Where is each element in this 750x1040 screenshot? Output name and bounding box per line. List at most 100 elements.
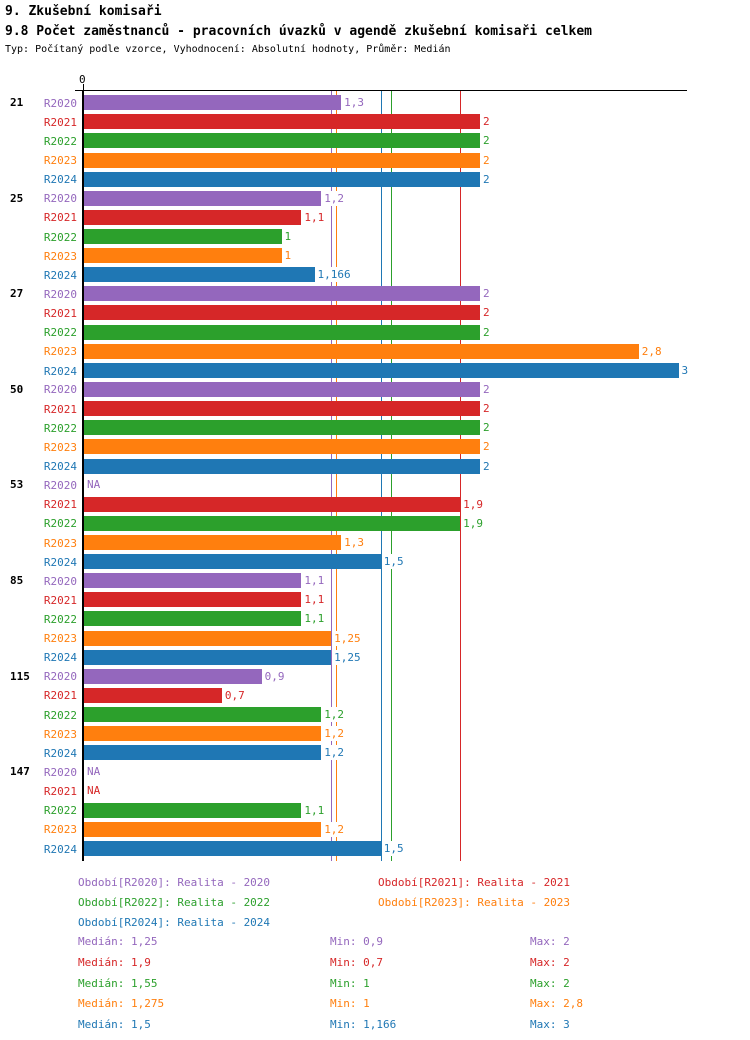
bar-R2022 [84,324,480,340]
bar-R2022 [84,229,282,244]
series-tick-label-R2021: R2021 [43,689,77,703]
series-tick-label-R2024: R2024 [43,173,77,187]
series-tick-label-R2023: R2023 [43,154,77,168]
series-tick-label-R2022: R2022 [43,134,77,148]
series-tick-label-R2020: R2020 [43,478,77,492]
bar-R2022 [84,420,480,436]
legend-item-R2022: Období[R2022]: Realita - 2022 [78,896,271,909]
series-tick-label-R2024: R2024 [43,746,77,760]
bar-value-label: 1,2 [324,726,346,742]
bar-value-label: 1,3 [344,535,365,550]
series-tick-label-R2022: R2022 [43,804,77,818]
series-tick-label-R2022: R2022 [43,326,77,340]
stat-median-R2024: Medián: 1,5 [78,1018,151,1032]
bar-value-label: 1,2 [324,190,346,206]
bar-R2022 [84,611,302,627]
median-line-R2023 [336,90,338,861]
bar-value-label: 2 [483,114,491,130]
chart-meta: Typ: Počítaný podle vzorce, Vyhodnocení:… [5,44,451,55]
group-label: 53 [10,478,24,492]
legend-item-R2023: Období[R2023]: Realita - 2023 [378,896,571,909]
group-label: 115 [10,669,30,683]
x-axis-zero-tick [83,84,84,90]
series-tick-label-R2024: R2024 [43,460,77,474]
bar-R2020 [84,573,302,588]
series-tick-label-R2023: R2023 [43,345,77,359]
group-label: 27 [10,287,24,301]
bar-R2022 [84,802,302,818]
group-label: 147 [10,765,30,779]
series-tick-label-R2023: R2023 [43,632,77,646]
bar-value-label: 2 [483,324,491,340]
series-tick-label-R2023: R2023 [43,727,77,741]
group-label: 25 [10,191,24,205]
bar-R2023 [84,726,322,742]
bar-value-label: 1,5 [383,554,405,570]
x-axis-line [75,90,687,91]
bar-value-label: 0,9 [264,668,286,684]
series-tick-label-R2021: R2021 [43,498,77,512]
bar-R2021 [84,592,302,608]
x-axis-zero-tick-label: 0 [79,73,86,86]
bar-R2020 [84,286,480,302]
bar-R2021 [84,209,302,225]
stat-max-R2024: Max: 3 [530,1018,570,1032]
bar-R2020 [84,95,342,110]
legend-item-R2021: Období[R2021]: Realita - 2021 [378,876,571,889]
bar-R2022 [84,133,480,149]
bar-value-label: 2 [483,420,491,436]
series-tick-label-R2020: R2020 [43,670,77,684]
group-label: 85 [10,574,24,587]
bar-value-label: 1,25 [334,649,362,665]
stat-max-R2022: Max: 2 [530,976,570,990]
bar-R2020 [84,668,262,684]
series-tick-label-R2024: R2024 [43,555,77,569]
bar-value-label: 3 [681,363,690,378]
bar-na-label: NA [87,783,102,799]
bar-value-label: 2 [483,305,491,321]
stat-median-R2020: Medián: 1,25 [78,935,158,948]
bar-value-label: 1,1 [304,209,326,225]
stat-min-R2022: Min: 1 [330,976,370,990]
legend-item-R2024: Období[R2024]: Realita - 2024 [78,916,271,929]
series-tick-label-R2021: R2021 [43,593,77,607]
bar-R2023 [84,630,332,646]
series-tick-label-R2020: R2020 [43,287,77,301]
bar-value-label: 2 [483,286,491,302]
bar-R2024 [84,267,315,283]
stat-median-R2022: Medián: 1,55 [78,976,158,990]
series-tick-label-R2022: R2022 [43,230,77,244]
stat-max-R2021: Max: 2 [530,955,570,969]
bar-value-label: 2 [483,171,491,187]
stat-max-R2020: Max: 2 [530,935,570,948]
bar-R2023 [84,535,342,550]
stat-min-R2024: Min: 1,166 [330,1018,397,1032]
bar-R2024 [84,649,332,665]
bar-R2024 [84,841,381,856]
bar-value-label: 1,1 [304,592,326,608]
series-tick-label-R2020: R2020 [43,96,77,110]
series-tick-label-R2024: R2024 [43,842,77,856]
bar-value-label: 2,8 [641,343,663,359]
series-tick-label-R2024: R2024 [43,651,77,665]
stat-median-R2021: Medián: 1,9 [78,955,151,969]
series-tick-label-R2021: R2021 [43,784,77,798]
bar-na-label: NA [87,764,102,780]
bar-value-label: 0,7 [224,687,246,703]
series-tick-label-R2021: R2021 [43,211,77,225]
bar-R2024 [84,554,381,570]
bar-R2024 [84,171,480,187]
series-tick-label-R2021: R2021 [43,402,77,416]
series-tick-label-R2022: R2022 [43,421,77,435]
bar-R2020 [84,190,322,206]
bar-R2020 [84,381,480,397]
stat-min-R2023: Min: 1 [330,997,370,1011]
bar-value-label: 1,1 [304,611,326,627]
series-tick-label-R2024: R2024 [43,268,77,282]
bar-value-label: 1,25 [334,630,362,646]
series-tick-label-R2020: R2020 [43,574,77,588]
bar-value-label: 2 [483,458,491,474]
series-tick-label-R2020: R2020 [43,765,77,779]
bar-value-label: 1 [284,229,293,244]
